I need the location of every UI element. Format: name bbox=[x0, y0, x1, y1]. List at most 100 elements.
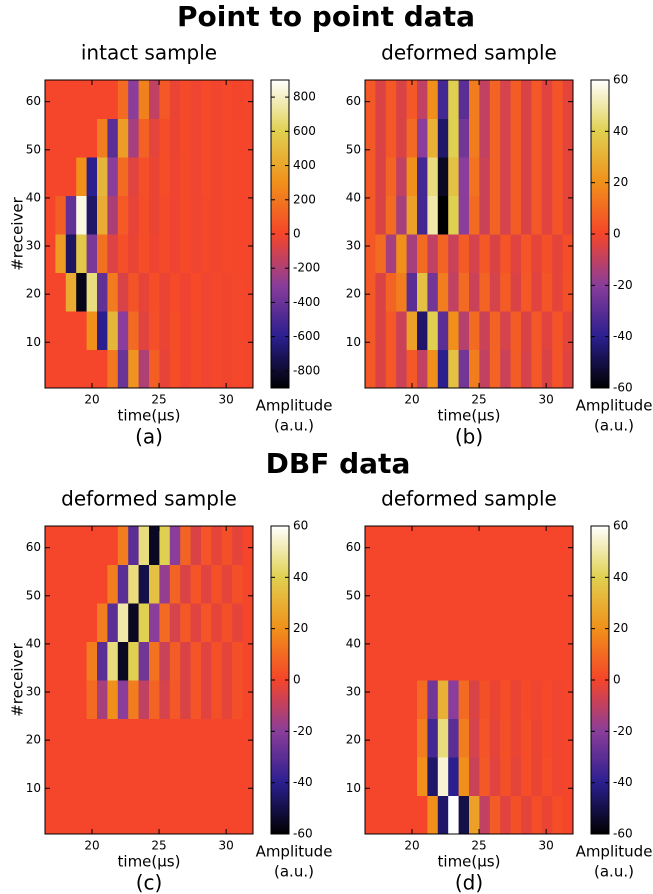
heatmap-cell bbox=[190, 349, 202, 389]
heatmap-cell bbox=[232, 680, 244, 719]
plot-frame bbox=[364, 79, 574, 389]
heatmap-cell bbox=[417, 349, 428, 389]
heatmap-cell bbox=[107, 641, 119, 681]
heatmap-cell bbox=[437, 795, 449, 835]
heatmap-cell bbox=[128, 234, 140, 273]
heatmap-cell bbox=[396, 311, 408, 350]
heatmap-cell bbox=[552, 757, 564, 796]
heatmap-cell bbox=[86, 234, 98, 273]
heatmap-cell bbox=[190, 118, 202, 158]
colorbar-label: (a.u.) bbox=[274, 863, 314, 881]
heatmap-cell bbox=[500, 311, 512, 350]
heatmap-cell bbox=[201, 603, 212, 642]
heatmap-cell bbox=[149, 603, 160, 642]
plot-frame bbox=[364, 525, 574, 835]
heatmap-cell bbox=[521, 195, 532, 235]
heatmap-cell bbox=[117, 311, 129, 350]
heatmap-cell bbox=[365, 718, 376, 758]
heatmap-cell bbox=[427, 603, 439, 642]
heatmap-cell bbox=[97, 526, 108, 565]
heatmap-cell bbox=[469, 234, 480, 273]
heatmap-cell bbox=[117, 234, 129, 273]
heatmap-cell bbox=[552, 603, 564, 642]
heatmap-cell bbox=[375, 234, 387, 273]
heatmap-cell bbox=[427, 526, 439, 565]
y-tick-label: 20 bbox=[26, 287, 41, 301]
heatmap-cell bbox=[86, 157, 98, 196]
heatmap-cell bbox=[448, 311, 460, 350]
colorbar-tick-label: -60 bbox=[613, 381, 633, 395]
heatmap-cell bbox=[396, 157, 408, 196]
heatmap-cell bbox=[128, 641, 140, 681]
heatmap-cell bbox=[201, 757, 212, 796]
heatmap-cell bbox=[521, 157, 532, 196]
heatmap-cell bbox=[437, 80, 449, 119]
colorbar-tick-label: 600 bbox=[293, 124, 316, 138]
heatmap-cell bbox=[552, 718, 564, 758]
heatmap-cell bbox=[521, 680, 532, 719]
heatmap-cell bbox=[107, 157, 119, 196]
heatmap-cell bbox=[406, 311, 418, 350]
heatmap-cell bbox=[138, 349, 150, 389]
heatmap-cell bbox=[180, 118, 192, 158]
heatmap-cell bbox=[448, 157, 460, 196]
heatmap-cell bbox=[180, 757, 192, 796]
heatmap-cell bbox=[242, 757, 254, 796]
heatmap-cell bbox=[190, 272, 202, 312]
heatmap-cell bbox=[417, 603, 428, 642]
heatmap-cell bbox=[180, 272, 192, 312]
heatmap-cell bbox=[221, 272, 233, 312]
heatmap-cell bbox=[159, 795, 171, 835]
heatmap-cell bbox=[437, 118, 449, 158]
heatmap-cell bbox=[375, 349, 387, 389]
heatmap-cell bbox=[117, 118, 129, 158]
heatmap-cell bbox=[211, 195, 223, 235]
heatmap-cell bbox=[562, 680, 574, 719]
heatmap-cell bbox=[375, 718, 387, 758]
heatmap-cell bbox=[365, 641, 376, 681]
heatmap-cell bbox=[169, 118, 181, 158]
heatmap-cell bbox=[149, 718, 160, 758]
heatmap-cell bbox=[406, 118, 418, 158]
heatmap-cell bbox=[242, 564, 254, 604]
heatmap-cell bbox=[396, 718, 408, 758]
heatmap-cell bbox=[521, 795, 532, 835]
panel-label: (c) bbox=[136, 871, 163, 894]
heatmap-cell bbox=[232, 80, 244, 119]
heatmap-cell bbox=[159, 311, 171, 350]
heatmap-cell bbox=[437, 680, 449, 719]
heatmap-cell bbox=[437, 234, 449, 273]
heatmap-cell bbox=[107, 795, 119, 835]
heatmap-cell bbox=[190, 680, 202, 719]
heatmap-cell bbox=[562, 234, 574, 273]
heatmap bbox=[365, 526, 574, 835]
heatmap-cell bbox=[479, 641, 491, 681]
heatmap-cell bbox=[417, 311, 428, 350]
heatmap-cell bbox=[489, 80, 501, 119]
heatmap-cell bbox=[97, 195, 108, 235]
colorbar-label: (a.u.) bbox=[274, 417, 314, 435]
heatmap-cell bbox=[117, 195, 129, 235]
heatmap-cell bbox=[385, 564, 397, 604]
heatmap-cell bbox=[65, 195, 77, 235]
heatmap-cell bbox=[86, 795, 98, 835]
heatmap-cell bbox=[159, 757, 171, 796]
heatmap-cell bbox=[448, 680, 460, 719]
x-tick-label: 30 bbox=[539, 839, 554, 853]
heatmap-cell bbox=[406, 272, 418, 312]
heatmap-cell bbox=[117, 80, 129, 119]
heatmap-cell bbox=[65, 603, 77, 642]
heatmap-cell bbox=[541, 195, 553, 235]
heatmap-cell bbox=[232, 157, 244, 196]
heatmap-cell bbox=[448, 795, 460, 835]
heatmap-cell bbox=[396, 641, 408, 681]
heatmap-cell bbox=[55, 234, 67, 273]
heatmap-cell bbox=[427, 718, 439, 758]
heatmap-cell bbox=[375, 157, 387, 196]
heatmap-cell bbox=[552, 349, 564, 389]
heatmap-cell bbox=[427, 795, 439, 835]
heatmap-cell bbox=[375, 272, 387, 312]
heatmap-cell bbox=[221, 680, 233, 719]
heatmap-cell bbox=[86, 680, 98, 719]
heatmap-cell bbox=[458, 118, 470, 158]
